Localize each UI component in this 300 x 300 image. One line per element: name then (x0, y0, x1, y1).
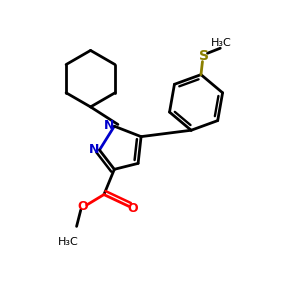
Text: N: N (89, 143, 99, 156)
Text: H₃C: H₃C (58, 237, 79, 247)
Text: O: O (128, 202, 138, 215)
Text: H₃C: H₃C (211, 38, 232, 48)
Text: S: S (199, 49, 209, 63)
Text: N: N (104, 119, 114, 132)
Text: O: O (78, 200, 88, 213)
